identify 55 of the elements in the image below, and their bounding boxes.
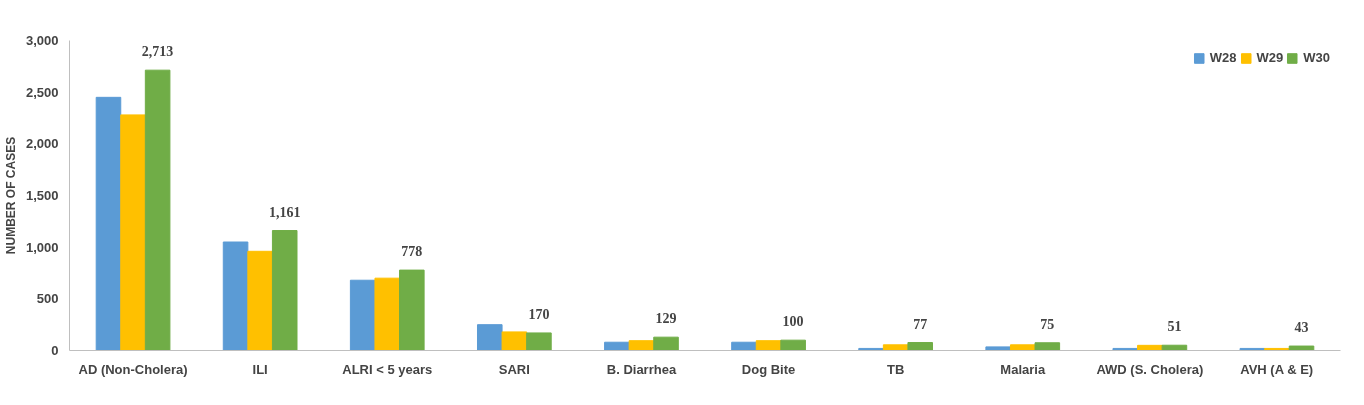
x-tick-label: TB [886, 361, 905, 377]
bar [476, 324, 503, 351]
bar [907, 342, 934, 351]
bar [247, 250, 273, 351]
bar [731, 341, 757, 351]
bar [222, 241, 249, 351]
legend-label: W29 [1256, 50, 1284, 65]
data-label: 1,161 [268, 204, 301, 220]
legend-label: W28 [1209, 50, 1237, 65]
x-tick-label: ILI [252, 361, 268, 377]
data-label: 43 [1294, 320, 1309, 336]
bar [374, 277, 401, 351]
x-tick-label: B. Diarrhea [606, 361, 677, 377]
y-tick-label: 0 [51, 343, 59, 358]
x-tick-label: ALRI < 5 years [342, 361, 433, 377]
bar [349, 279, 376, 351]
bar [985, 346, 1011, 351]
bar [1009, 344, 1036, 351]
bar [144, 69, 171, 351]
y-tick-label: 1,500 [25, 188, 59, 203]
data-label: 129 [655, 311, 677, 327]
bar [95, 96, 122, 351]
x-tick-label: AVH (A & E) [1240, 361, 1314, 377]
x-tick-label: AD (Non-Cholera) [78, 361, 188, 377]
y-axis-title: NUMBER OF CASES [3, 136, 18, 255]
y-tick-label: 500 [36, 291, 59, 307]
bar [653, 336, 679, 351]
bar [120, 114, 146, 351]
bar [755, 340, 782, 351]
data-label: 75 [1040, 316, 1055, 332]
bar [1034, 342, 1061, 351]
x-tick-label: AWD (S. Cholera) [1096, 361, 1204, 377]
y-tick-label: 1,000 [25, 239, 59, 255]
bar [780, 339, 806, 351]
data-label: 100 [782, 314, 804, 330]
data-label: 77 [913, 316, 928, 332]
data-label: 2,713 [141, 44, 174, 60]
bar [604, 341, 630, 351]
y-tick-label: 3,000 [25, 33, 59, 48]
x-tick-label: SARI [498, 361, 530, 377]
y-tick-label: 2,500 [25, 84, 59, 100]
bar [1288, 345, 1315, 351]
data-label: 778 [401, 244, 423, 260]
data-label: 170 [528, 306, 550, 322]
x-tick-label: Malaria [1000, 361, 1046, 377]
bar [399, 269, 425, 351]
bar [882, 344, 909, 351]
legend-label: W30 [1303, 50, 1330, 65]
x-tick-label: Dog Bite [741, 361, 796, 377]
bar [501, 331, 528, 351]
bar [628, 340, 655, 351]
bar [526, 332, 552, 351]
data-label: 51 [1167, 319, 1182, 335]
y-tick-label: 2,000 [25, 136, 59, 152]
bar [271, 230, 298, 351]
